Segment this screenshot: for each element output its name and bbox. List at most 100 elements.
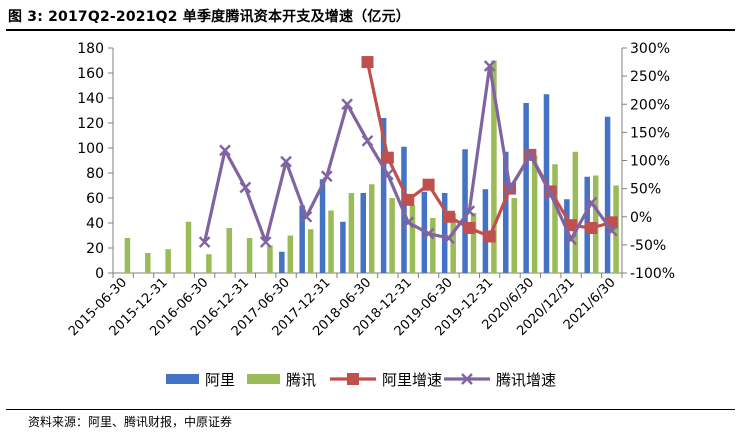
tencent-bar (246, 238, 253, 273)
tencent-bar (226, 228, 232, 273)
tencent-bar (491, 60, 497, 273)
legend-marker (461, 373, 473, 385)
legend-ali: 阿里 (166, 371, 235, 389)
y-right-tick-label: -100% (630, 266, 675, 282)
ali-growth-point (463, 222, 476, 234)
tencent-growth-point (239, 181, 252, 194)
ali-growth-point (381, 151, 394, 164)
y-left-tick-label: 160 (77, 66, 104, 82)
lines-group (198, 56, 618, 248)
y-left-tick-label: 40 (86, 216, 104, 232)
y-right-tick-label: 250% (630, 69, 670, 85)
tencent-bar (307, 229, 314, 273)
ali-bar (380, 118, 387, 273)
tencent-growth-point (483, 60, 496, 72)
ali-growth-point (565, 219, 578, 232)
tencent-bar (552, 164, 558, 273)
tencent-growth-point (219, 144, 231, 157)
ali-bar (360, 193, 366, 273)
bars-group (124, 60, 619, 273)
figure-title: 图 3: 2017Q2-2021Q2 单季度腾讯资本开支及增速（亿元） (8, 9, 410, 25)
tencent-bar (613, 185, 619, 273)
tencent-bar (531, 155, 538, 273)
tencent-bar (348, 193, 355, 273)
tencent-growth-point (382, 168, 394, 181)
y-right-tick-label: 100% (630, 154, 670, 170)
y-right-tick-label: 200% (630, 97, 670, 113)
tencent-bar (185, 221, 192, 273)
tencent-bar (430, 218, 436, 273)
tencent-growth-point (524, 149, 537, 161)
tencent-growth-point (544, 188, 557, 201)
y-left-tick-label: 100 (77, 141, 104, 157)
source-rule (6, 409, 735, 410)
legend-ali-growth: 阿里增速 (330, 371, 442, 389)
ali-growth-point (585, 222, 598, 234)
capex-chart: 0 20 40 60 80 100 120 140 160 180 -100% -50% 0% 50% 10… (66, 41, 675, 389)
tencent-growth-point (259, 236, 272, 248)
tencent-bar (267, 245, 273, 273)
ali-growth-point (402, 193, 415, 206)
tencent-growth-point (463, 205, 476, 217)
y-left-tick-label: 60 (86, 191, 104, 207)
ali-bar (462, 149, 468, 273)
y-left-tick-label: 120 (77, 116, 104, 132)
tencent-growth-point (605, 224, 618, 237)
tencent-growth-point (198, 236, 211, 248)
y-left-tick-label: 140 (77, 91, 104, 107)
y-left-tick-label: 0 (95, 266, 104, 282)
tencent-bar (328, 210, 334, 273)
y-left-tick-label: 180 (77, 41, 104, 57)
tencent-growth-point (402, 216, 415, 229)
tencent-bar (511, 198, 518, 273)
tencent-growth-point (361, 134, 374, 147)
ali-bar (340, 221, 346, 273)
tencent-bar (470, 213, 477, 273)
legend-label: 阿里 (205, 371, 235, 389)
tencent-growth-point (280, 155, 292, 168)
legend-label: 阿里增速 (382, 371, 442, 389)
legend-tencent-growth: 腾讯增速 (444, 371, 556, 389)
ali-bar (523, 103, 529, 273)
tencent-bar (572, 151, 579, 273)
ali-growth-point (483, 230, 496, 243)
title-rule (6, 29, 735, 31)
y-right-tick-label: 0% (630, 210, 652, 226)
ali-bar (503, 151, 509, 273)
y-right-tick-label: -50% (630, 238, 666, 254)
tencent-bar (124, 238, 131, 273)
source-note: 资料来源：阿里、腾讯财报，中原证券 (28, 415, 233, 429)
tencent-growth-point (300, 210, 313, 223)
tencent-bar (145, 253, 151, 273)
tencent-bar (389, 198, 395, 273)
ali-bar (319, 179, 326, 273)
legend-label: 腾讯 (286, 371, 316, 389)
tencent-growth-point (504, 182, 516, 195)
y-right-tick-label: 300% (630, 41, 670, 57)
ali-growth-point (361, 56, 374, 69)
tencent-growth-point (585, 196, 598, 209)
y-left-tick-label: 80 (86, 166, 104, 182)
tencent-growth-point (320, 170, 333, 183)
legend-tencent: 腾讯 (247, 371, 316, 389)
tencent-bar (409, 205, 416, 273)
y-left-tick-label: 20 (86, 241, 104, 257)
legend-swatch (247, 374, 280, 384)
tencent-growth-point (443, 232, 455, 244)
ali-bar (604, 116, 611, 273)
y-right-tick-label: 50% (630, 182, 661, 198)
legend-label: 腾讯增速 (496, 371, 556, 389)
ali-bar (279, 251, 285, 273)
ali-bar (299, 205, 305, 273)
ali-growth-point (442, 210, 455, 223)
tencent-bar (287, 235, 294, 273)
legend-swatch (166, 374, 199, 384)
tencent-growth-point (422, 227, 435, 240)
tencent-bar (369, 184, 375, 273)
ali-growth-point (422, 178, 435, 191)
tencent-growth-line (203, 64, 614, 244)
tencent-growth-point (565, 233, 577, 246)
y-right-tick-label: 150% (630, 125, 670, 141)
tencent-growth-point (341, 98, 353, 111)
tencent-bar (206, 254, 212, 273)
